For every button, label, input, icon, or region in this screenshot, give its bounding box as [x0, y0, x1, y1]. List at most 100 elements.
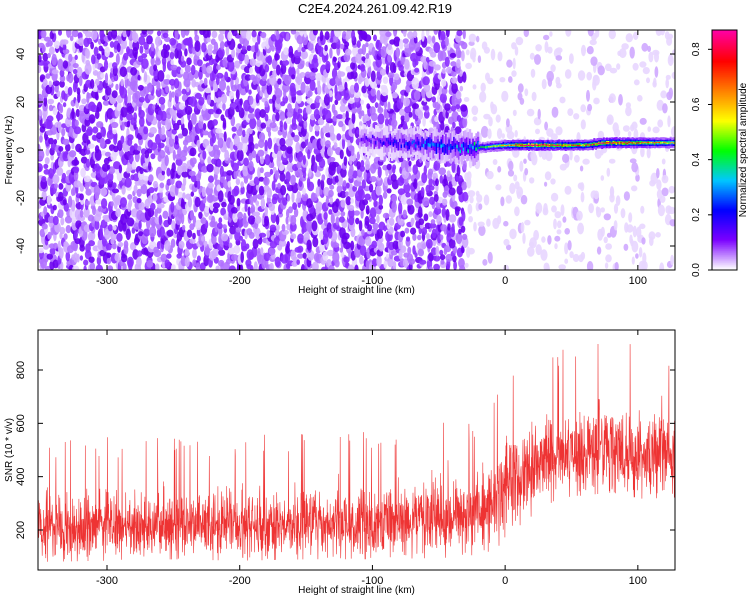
signal-cell [566, 144, 569, 147]
noise-cell [351, 107, 358, 114]
noise-cell [600, 175, 605, 181]
noise-cell [94, 163, 100, 172]
signal-cell [402, 138, 405, 143]
noise-cell [556, 82, 562, 89]
colorbar-tick-label: 0.0 [691, 263, 702, 277]
noise-cell [292, 202, 298, 211]
noise-cell [256, 85, 261, 93]
signal-cell [578, 144, 582, 146]
noise-cell [425, 56, 430, 63]
signal-cell [413, 139, 416, 144]
noise-cell [247, 206, 251, 217]
noise-cell [428, 252, 434, 262]
noise-cell [177, 191, 184, 198]
noise-cell [340, 167, 347, 178]
noise-cell [350, 240, 355, 251]
signal-cell [612, 142, 615, 144]
signal-cell [577, 143, 580, 147]
signal-cell [449, 144, 453, 153]
noise-cell [299, 72, 306, 78]
signal-cell [383, 141, 386, 145]
noise-cell [206, 37, 211, 43]
noise-cell [158, 109, 163, 116]
noise-cell [41, 190, 47, 201]
signal-cell [653, 142, 656, 144]
noise-cell [439, 50, 447, 61]
noise-cell [94, 110, 100, 120]
noise-cell [210, 38, 216, 45]
noise-cell [164, 259, 170, 268]
noise-cell [300, 141, 307, 149]
noise-cell [387, 72, 395, 79]
noise-cell [380, 84, 388, 90]
noise-cell [124, 177, 132, 188]
noise-cell [158, 142, 165, 149]
signal-cell [631, 142, 634, 144]
noise-cell [253, 176, 260, 186]
noise-cell [156, 81, 161, 91]
signal-cell [442, 143, 445, 147]
noise-cell [511, 70, 517, 77]
noise-cell [456, 58, 461, 69]
noise-cell [296, 191, 302, 204]
signal-cell [606, 142, 609, 144]
noise-cell [298, 150, 303, 157]
noise-cell [61, 39, 69, 45]
noise-cell [221, 201, 227, 208]
noise-cell [546, 70, 554, 82]
noise-cell [178, 240, 185, 249]
noise-cell [136, 256, 142, 268]
noise-cell [325, 122, 330, 133]
noise-cell [244, 74, 252, 81]
snr-y-tick-label: 400 [15, 467, 27, 485]
snr-y-label: SNR (10 * v/v) [4, 418, 15, 482]
noise-cell [249, 58, 257, 67]
noise-cell [547, 235, 552, 245]
signal-cell [408, 145, 411, 150]
signal-cell [449, 133, 453, 151]
noise-cell [83, 207, 90, 218]
noise-cell [218, 217, 223, 224]
signal-cell [424, 140, 427, 150]
noise-cell [59, 69, 65, 78]
noise-cell [233, 169, 238, 180]
noise-cell [317, 117, 325, 126]
noise-cell [668, 53, 673, 63]
noise-cell [462, 71, 467, 83]
noise-cell [608, 30, 616, 40]
noise-cell [609, 67, 618, 74]
noise-cell [123, 52, 129, 61]
noise-cell [115, 53, 120, 65]
noise-cell [572, 253, 580, 263]
signal-cell [636, 142, 639, 144]
signal-cell [563, 144, 566, 146]
noise-cell [231, 162, 239, 172]
noise-cell [467, 247, 475, 255]
noise-cell [288, 206, 293, 214]
noise-cell [355, 217, 360, 225]
noise-cell [515, 36, 524, 46]
noise-cell [63, 241, 69, 248]
noise-cell [269, 168, 274, 175]
noise-cell [449, 52, 457, 59]
noise-cell [373, 34, 377, 42]
noise-cell [95, 199, 103, 205]
noise-cell [433, 64, 441, 71]
noise-cell [404, 106, 412, 114]
noise-cell [428, 168, 434, 176]
noise-cell [208, 175, 214, 183]
noise-cell [654, 66, 659, 78]
noise-cell [229, 225, 237, 235]
noise-cell [580, 191, 585, 203]
signal-cell [363, 133, 367, 142]
signal-cell [381, 142, 384, 146]
signal-cell [534, 144, 537, 146]
noise-cell [659, 30, 666, 36]
noise-cell [354, 82, 359, 93]
noise-cell [340, 199, 346, 208]
noise-cell [413, 41, 421, 52]
noise-cell [207, 108, 215, 115]
noise-cell [473, 221, 477, 232]
noise-cell [52, 80, 60, 87]
noise-cell [232, 211, 239, 223]
